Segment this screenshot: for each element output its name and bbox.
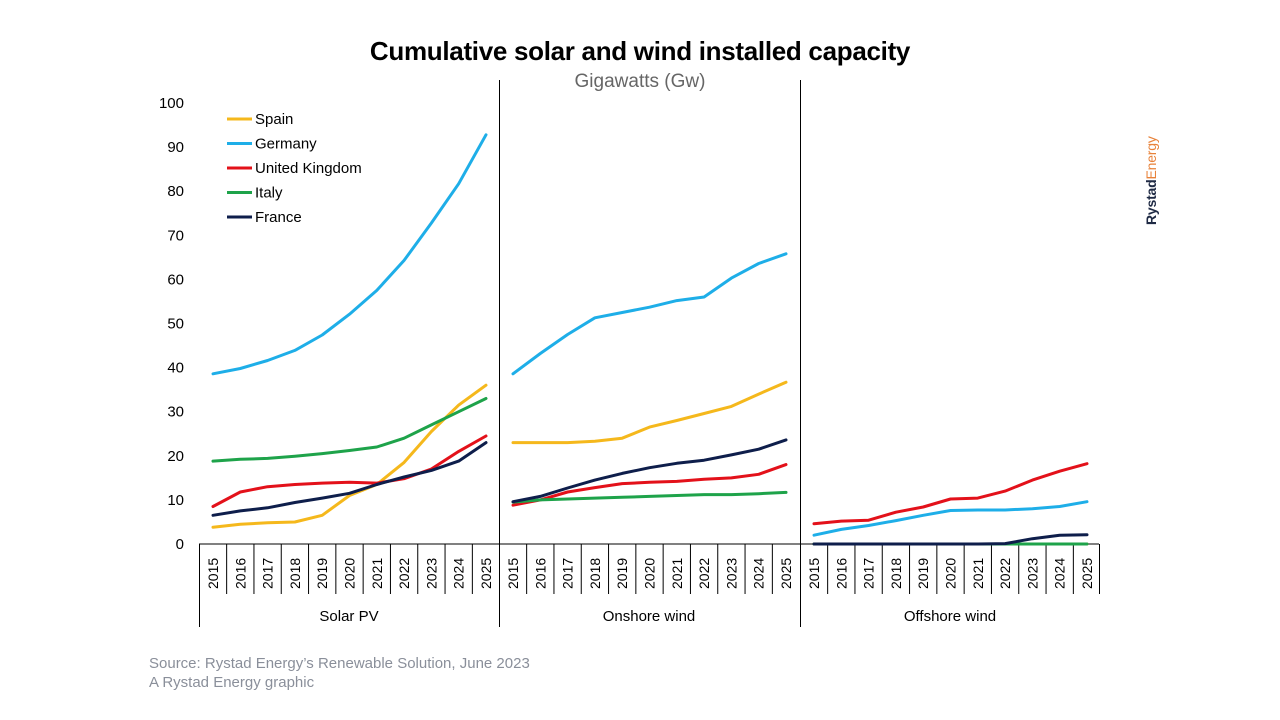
x-tick-label: 2025: [1079, 558, 1095, 589]
chart-title: Cumulative solar and wind installed capa…: [369, 36, 911, 66]
x-tick-label: 2017: [560, 558, 576, 589]
y-tick-label: 20: [167, 448, 184, 465]
x-tick-label: 2018: [587, 558, 603, 589]
x-tick-label: 2023: [723, 558, 739, 589]
x-tick-label: 2025: [778, 558, 794, 589]
x-tick-label: 2022: [997, 558, 1013, 589]
x-tick-label: 2017: [260, 558, 276, 589]
brand-part2: Energy: [1143, 136, 1159, 180]
series-line-france: [812, 533, 1089, 546]
x-tick-label: 2019: [314, 558, 330, 589]
series-line-spain: [211, 383, 488, 529]
series-line-united-kingdom: [812, 462, 1089, 526]
chart-subtitle: Gigawatts (Gw): [574, 71, 706, 92]
x-tick-label: 2022: [696, 558, 712, 589]
legend-label: Germany: [255, 136, 317, 153]
x-tick-label: 2015: [806, 558, 822, 589]
x-tick-label: 2021: [369, 558, 385, 589]
series-line-germany: [511, 252, 788, 376]
series-line-germany: [211, 133, 488, 376]
x-tick-label: 2024: [1052, 558, 1068, 589]
x-tick-label: 2025: [478, 558, 494, 589]
x-tick-label: 2015: [205, 558, 221, 589]
y-tick-label: 100: [159, 95, 184, 112]
brand-part1: Rystad: [1143, 179, 1159, 225]
series-line-spain: [511, 380, 788, 445]
series-line-germany: [812, 500, 1089, 537]
y-tick-label: 30: [167, 404, 184, 421]
x-tick-label: 2020: [943, 558, 959, 589]
x-tick-label: 2020: [342, 558, 358, 589]
rystad-energy-logo: RystadEnergy: [1143, 105, 1159, 225]
series-line-france: [511, 438, 788, 504]
x-tick-label: 2017: [861, 558, 877, 589]
x-tick-label: 2019: [614, 558, 630, 589]
panel-label: Solar PV: [319, 608, 378, 625]
x-tick-label: 2018: [287, 558, 303, 589]
y-tick-label: 0: [176, 536, 184, 553]
series-line-france: [211, 441, 488, 517]
x-tick-label: 2024: [751, 558, 767, 589]
source-note: Source: Rystad Energy’s Renewable Soluti…: [149, 654, 530, 692]
x-tick-label: 2016: [232, 558, 248, 589]
legend-label: United Kingdom: [255, 160, 362, 177]
legend-label: Italy: [255, 185, 283, 202]
panel-label: Offshore wind: [904, 608, 996, 625]
x-tick-label: 2018: [888, 558, 904, 589]
credit-text: A Rystad Energy graphic: [149, 674, 315, 691]
y-tick-label: 80: [167, 183, 184, 200]
x-tick-label: 2021: [669, 558, 685, 589]
y-tick-label: 90: [167, 139, 184, 156]
panel-label: Onshore wind: [603, 608, 696, 625]
x-tick-label: 2016: [532, 558, 548, 589]
y-tick-label: 60: [167, 271, 184, 288]
y-tick-label: 10: [167, 492, 184, 509]
x-tick-label: 2021: [970, 558, 986, 589]
series-line-united-kingdom: [511, 463, 788, 507]
legend-label: Spain: [255, 111, 293, 128]
y-tick-label: 50: [167, 316, 184, 333]
x-tick-label: 2024: [451, 558, 467, 589]
x-tick-label: 2016: [833, 558, 849, 589]
x-tick-label: 2020: [642, 558, 658, 589]
x-tick-label: 2022: [396, 558, 412, 589]
series-line-italy: [211, 397, 488, 463]
y-tick-label: 70: [167, 227, 184, 244]
legend-label: France: [255, 209, 302, 226]
x-tick-label: 2019: [915, 558, 931, 589]
y-tick-label: 40: [167, 360, 184, 377]
x-tick-label: 2023: [423, 558, 439, 589]
series-line-united-kingdom: [211, 434, 488, 508]
x-tick-label: 2015: [505, 558, 521, 589]
x-tick-label: 2023: [1024, 558, 1040, 589]
series-line-italy: [511, 490, 788, 504]
source-text: Source: Rystad Energy’s Renewable Soluti…: [149, 655, 530, 672]
